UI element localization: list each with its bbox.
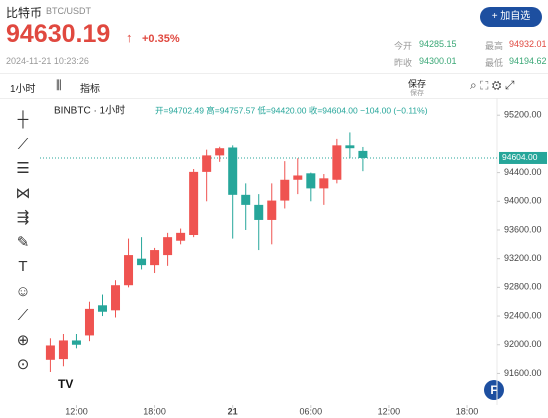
datetime: 2024-11-21 10:23:26 [6,56,89,66]
y-tick-label: 92400.00 [504,310,542,320]
y-tick-label: 95200.00 [504,110,542,120]
candle-body [111,285,121,311]
candle-icon[interactable]: ⫼ [56,78,62,92]
drawing-tools[interactable]: ┼ ⟋ ☰ ⋈ ⇶ ✎ T ☺ ⟋ ⊕ ⊙ [15,111,31,373]
candle-body [137,258,147,266]
candle-body [280,179,290,201]
y-tick-label: 92000.00 [504,339,542,349]
x-tick-label: 12:00 [65,406,88,416]
stat-label: 昨收 [394,58,413,68]
symbol: BTC/USDT [46,6,91,16]
candle-body [84,308,94,336]
candle-body [319,178,329,189]
title: 比特币 [6,6,43,20]
x-tick-label: 18:00 [456,406,479,416]
tv-logo: TV [58,377,73,391]
y-tick-label: 92800.00 [504,282,542,292]
candle-body [150,250,160,266]
candle-body [45,345,55,360]
candle-body [215,148,225,156]
stat-value: 94932.01 [509,39,547,49]
candle-body [228,147,238,195]
candle-body [97,305,107,312]
candle-body [71,340,81,345]
y-tick-label: 93600.00 [504,224,542,234]
candle-body [345,145,355,149]
arrow: ↑ [126,30,133,45]
add-button[interactable]: + 加自选 [480,7,542,27]
y-tick-label: 93200.00 [504,253,542,263]
indicators[interactable]: 指标 [80,84,100,95]
toolbar-icons[interactable]: ⌕ ⛶ ⚙ ⤢ [470,78,515,92]
candle-body [332,145,342,180]
candle-body [306,173,316,189]
y-tick-label: 94000.00 [504,196,542,206]
candle-body [189,171,199,236]
price-tag [499,151,547,164]
price-tag-label: 94604.00 [502,152,538,162]
change: +0.35% [142,33,180,45]
candle-body [241,194,251,205]
y-tick-label: 91600.00 [504,368,542,378]
candle-body [293,175,303,180]
candle-body [267,200,277,220]
price: 94630.19 [6,20,111,48]
stat-value: 94285.15 [419,39,457,49]
stat-label: 今开 [394,41,413,51]
x-tick-label: 21 [228,406,238,416]
stat-value: 94194.62 [509,56,547,66]
candle-body [163,237,173,256]
interval[interactable]: 1小时 [10,84,36,95]
stat-label: 最低 [485,58,504,68]
ohlc-text: 开=94702.49 高=94757.57 低=94420.00 收=94604… [155,105,428,115]
x-tick-label: 12:00 [378,406,401,416]
candle-body [58,340,68,360]
x-tick-label: 18:00 [143,406,166,416]
save-sub: 保存 [410,90,424,97]
stat-value: 94300.01 [419,56,457,66]
candle-body [254,204,264,220]
save[interactable]: 保存 [408,79,427,89]
candle-body [176,232,186,241]
candle-body [124,255,134,286]
y-tick-label: 94400.00 [504,167,542,177]
f-badge[interactable]: F [484,380,504,400]
x-tick-label: 06:00 [300,406,323,416]
stat-label: 最高 [485,41,504,51]
candle-body [358,150,368,158]
legend: BINBTC · 1小时 [54,105,125,117]
divider [0,98,548,99]
candle-body [202,155,212,172]
divider [0,73,548,74]
